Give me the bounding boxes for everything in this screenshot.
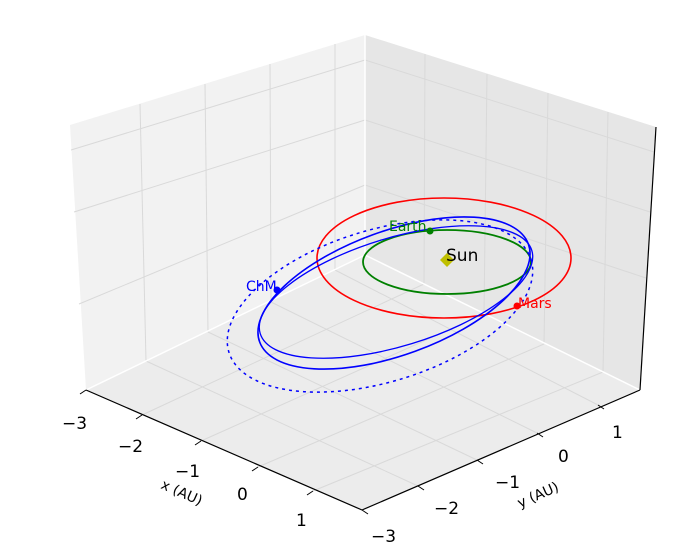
y-tick-label: 1 — [612, 423, 623, 443]
grid-line — [483, 73, 488, 315]
y-tick-label: −1 — [495, 473, 520, 493]
x-axis-line — [85, 389, 363, 511]
orbits — [226, 197, 572, 393]
grid-line — [141, 283, 425, 416]
y-tick-mark — [536, 432, 544, 438]
grid-line — [602, 111, 609, 373]
grid-line — [423, 53, 426, 285]
y-axis-line — [361, 389, 641, 511]
mars-label: Mars — [518, 296, 552, 312]
y-tick-mark — [361, 509, 369, 515]
x-tick-label: 0 — [237, 485, 248, 505]
x-tick-mark — [79, 389, 87, 395]
chm-dotted-orbit — [226, 219, 534, 393]
mars-orbit — [316, 197, 572, 319]
y-tick-mark — [417, 485, 425, 491]
grid-line — [364, 59, 655, 153]
x-ticks: −3 −2 −1 0 1 — [62, 389, 314, 531]
x-tick-mark — [306, 490, 314, 496]
y-tick-label: −3 — [371, 527, 396, 547]
y-tick-mark — [476, 459, 484, 465]
grid-line — [204, 83, 209, 333]
grid-line — [73, 119, 366, 213]
grid-line — [257, 343, 545, 468]
chm-marker — [273, 286, 281, 294]
grid-line — [145, 360, 419, 487]
grid-line — [364, 119, 651, 213]
grid-line — [78, 184, 366, 305]
pane-edge — [85, 254, 366, 391]
y-tick-mark — [597, 404, 605, 410]
sun-marker — [440, 253, 454, 267]
chm-label: ChM — [246, 279, 277, 295]
x-tick-label: −3 — [62, 414, 87, 434]
x-tick-mark — [135, 414, 143, 420]
y-axis-label: y (AU) — [515, 479, 561, 511]
x-tick-mark — [251, 466, 259, 472]
grid-line — [207, 331, 478, 461]
sun-label: Sun — [446, 246, 478, 266]
x-tick-label: −2 — [118, 437, 143, 457]
x-tick-label: −1 — [175, 462, 200, 482]
left-back-pane — [70, 35, 365, 390]
bodies — [273, 227, 521, 310]
x-tick-mark — [194, 440, 202, 446]
y-tick-label: −2 — [434, 499, 459, 519]
earth-label: Earth — [389, 219, 427, 235]
mars-marker — [513, 302, 521, 310]
chm-second-orbit — [258, 225, 534, 359]
earth-marker — [426, 227, 434, 235]
grid-line — [543, 92, 549, 345]
grid-line — [269, 63, 272, 303]
grid-line — [139, 103, 147, 362]
axes-panes — [70, 35, 656, 510]
grid-line — [70, 59, 366, 151]
axis-lines — [85, 126, 657, 511]
chm-orbit — [257, 216, 531, 370]
pane-edges — [85, 35, 641, 391]
y-tick-label: 0 — [558, 447, 569, 467]
pane-edge — [364, 254, 641, 391]
body-labels: Sun Earth Mars ChM — [246, 219, 552, 312]
grid-line — [270, 301, 538, 434]
y-ticks: −3 −2 −1 0 1 — [361, 404, 623, 547]
grid-line — [334, 269, 599, 406]
floor-pane — [86, 255, 640, 510]
grid-line — [312, 371, 604, 492]
x-tick-label: 1 — [296, 511, 307, 531]
right-back-pane — [365, 35, 656, 390]
z-axis-line — [639, 126, 657, 391]
